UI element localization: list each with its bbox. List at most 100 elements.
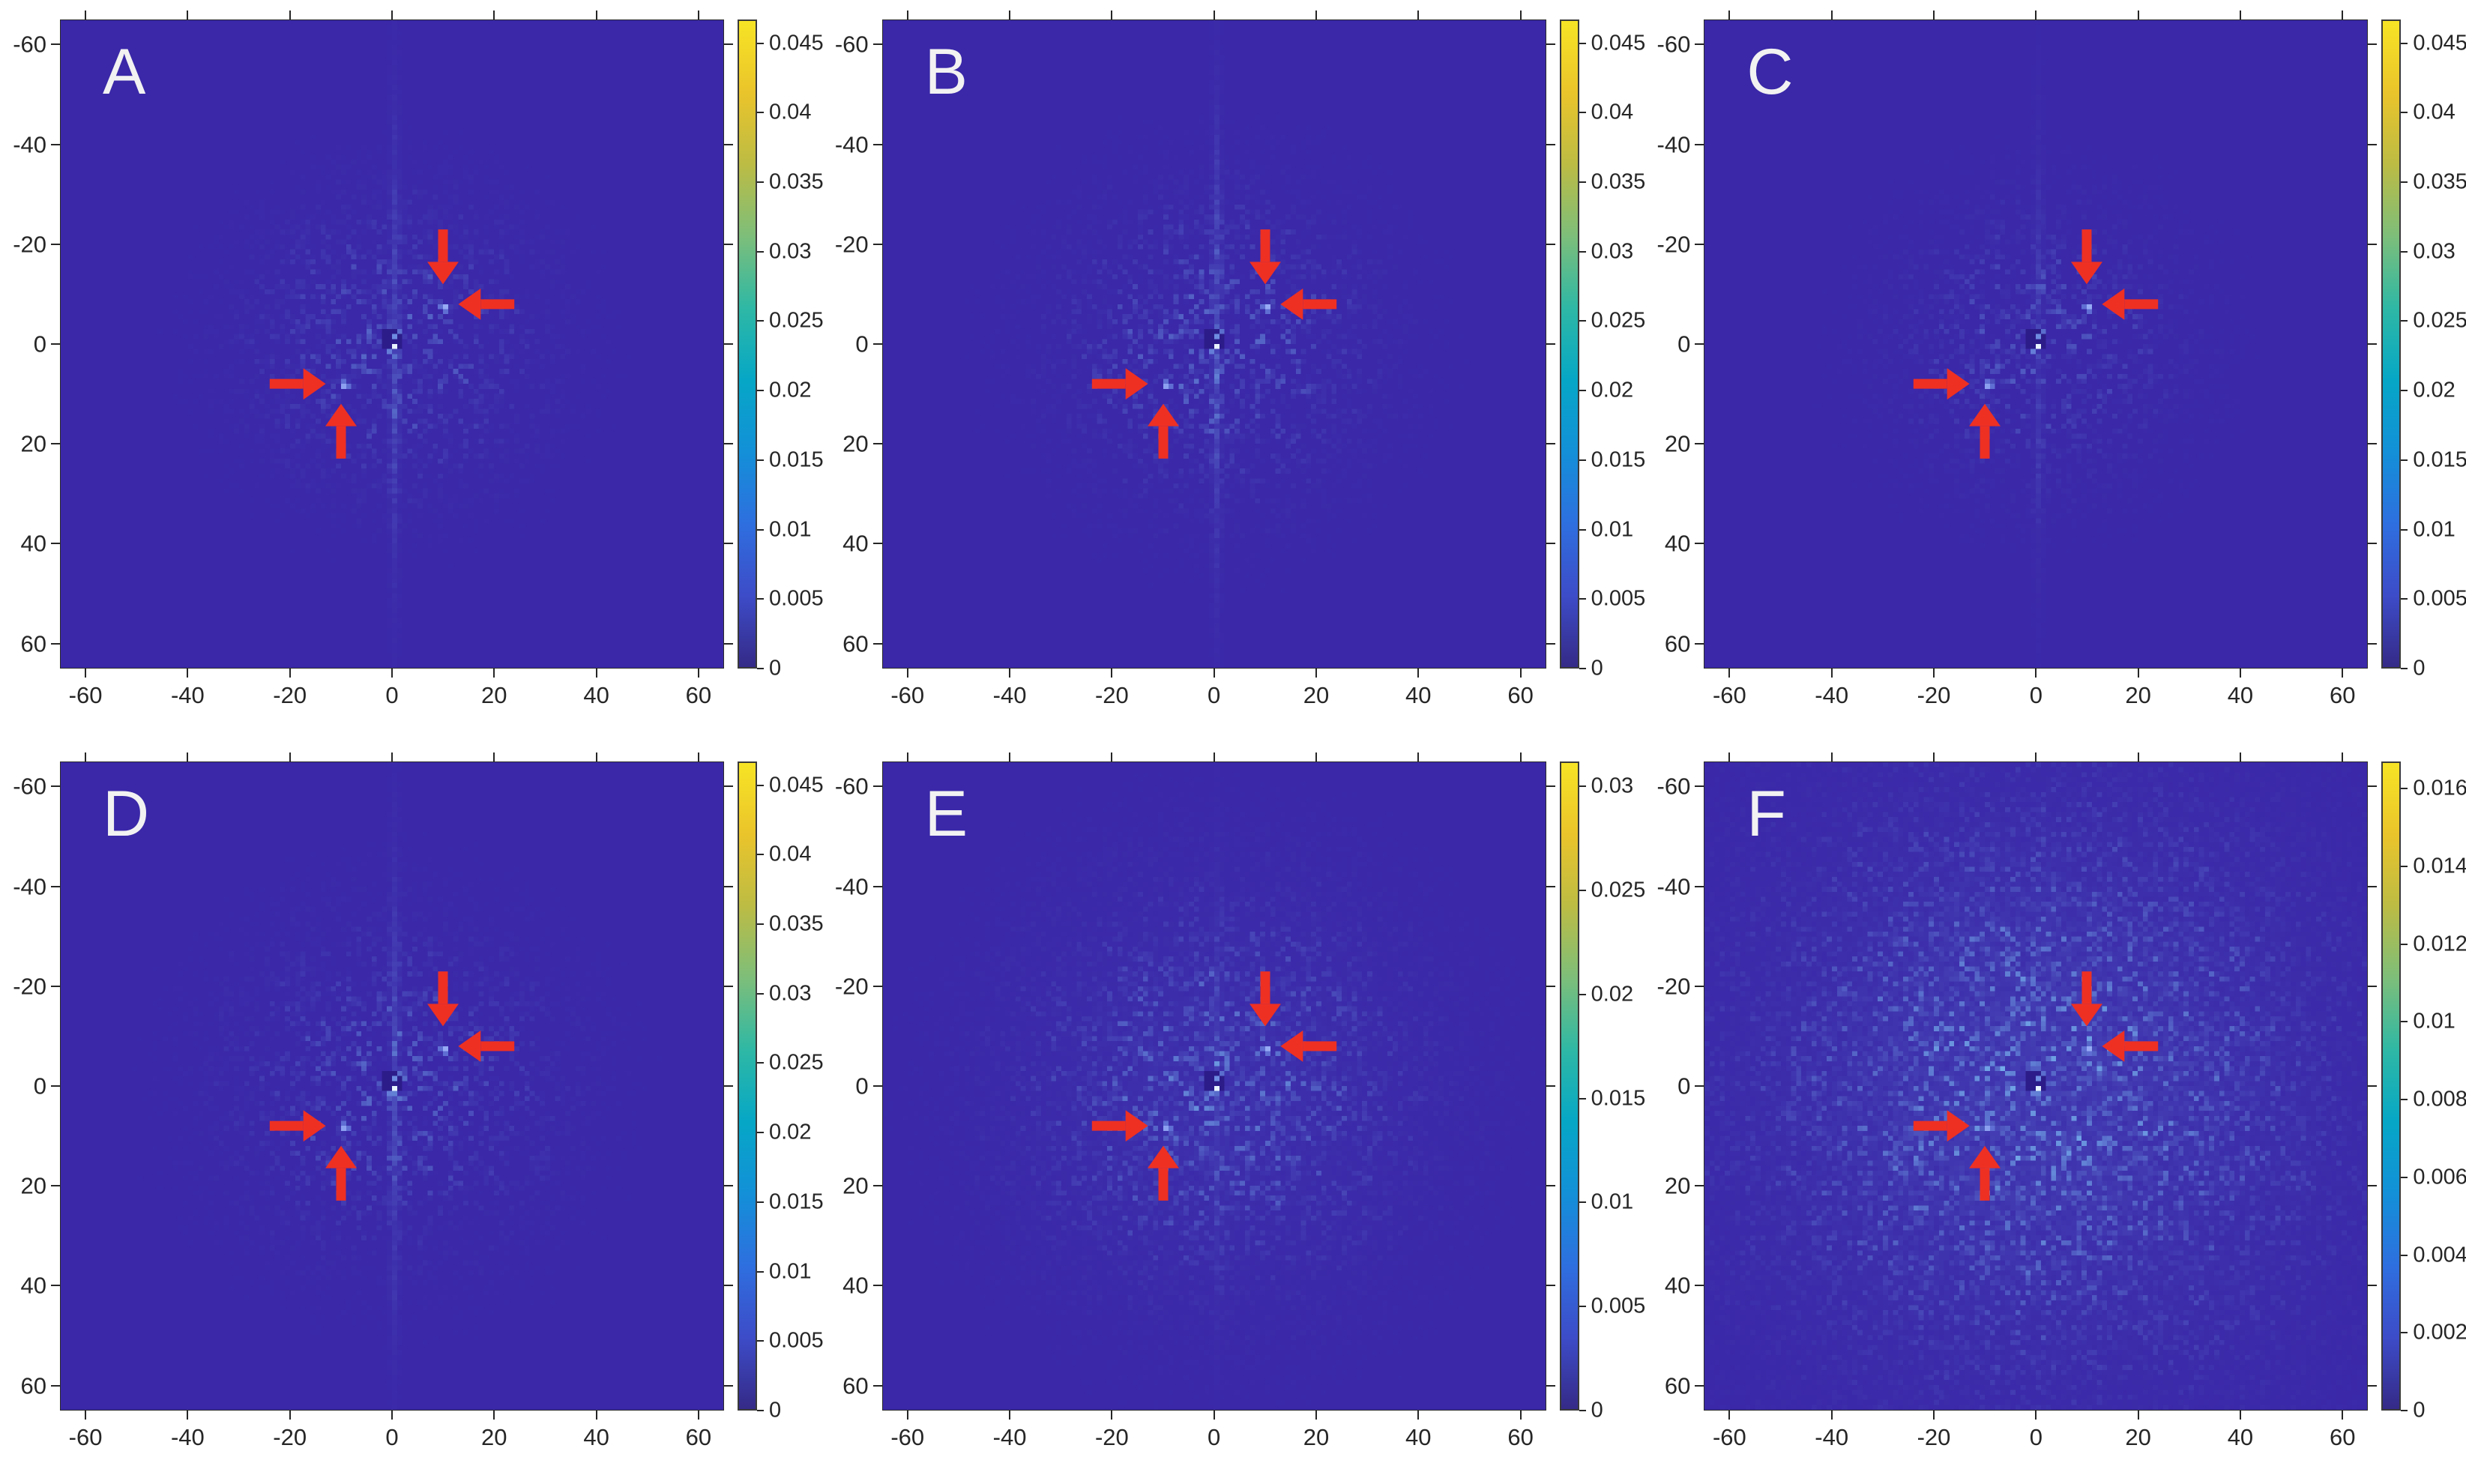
x-tick-mark [2138, 1411, 2139, 1420]
colorbar-tick-label: 0.04 [769, 844, 811, 866]
x-tick-mark-top [1728, 752, 1730, 761]
colorbar-tick-mark [757, 529, 764, 531]
y-tick-mark-right [2368, 1085, 2377, 1087]
colorbar-tick-label: 0.04 [1591, 102, 1633, 124]
y-tick-mark [873, 43, 882, 45]
x-tick-label: 0 [1208, 684, 1220, 707]
y-tick-mark-right [724, 643, 733, 645]
y-tick-label: -20 [822, 974, 869, 998]
colorbar-tick-mark [1579, 785, 1586, 787]
colorbar-tick-mark [757, 598, 764, 600]
x-tick-mark-top [187, 752, 188, 761]
x-tick-mark-top [2035, 752, 2037, 761]
x-tick-mark-top [85, 10, 86, 19]
colorbar-tick-label: 0.03 [1591, 241, 1633, 262]
colorbar-tick-mark [1579, 251, 1586, 253]
colorbar-tick-mark [2401, 320, 2408, 322]
x-tick-mark-top [289, 10, 291, 19]
x-tick-label: -60 [69, 1426, 103, 1449]
colorbar-tick-mark [2401, 251, 2408, 253]
y-tick-mark [51, 43, 60, 45]
colorbar-tick-mark [2401, 1177, 2408, 1178]
colorbar-tick-label: 0.035 [2413, 171, 2466, 193]
y-tick-label: -40 [822, 133, 869, 156]
y-tick-mark-right [1546, 986, 1555, 987]
colorbar-tick-label: 0.015 [1591, 449, 1646, 471]
x-tick-mark-top [1009, 10, 1010, 19]
colorbar-tick-mark [1579, 1201, 1586, 1203]
y-tick-label: -60 [0, 33, 46, 56]
x-tick-mark [596, 669, 597, 678]
colorbar-tick-mark [757, 1132, 764, 1133]
x-tick-mark-top [907, 10, 908, 19]
x-tick-label: -20 [273, 684, 307, 707]
y-tick-mark [1695, 886, 1704, 887]
x-tick-mark-top [1315, 10, 1317, 19]
x-tick-mark [391, 1411, 393, 1420]
x-tick-label: -20 [1917, 1426, 1951, 1449]
colorbar-tick-label: 0 [1591, 658, 1603, 680]
y-tick-mark-right [724, 1085, 733, 1087]
y-tick-mark-right [2368, 785, 2377, 787]
x-tick-mark [1214, 669, 1215, 678]
panel-label: F [1746, 782, 1787, 846]
y-tick-label: 20 [822, 432, 869, 456]
y-tick-mark [51, 886, 60, 887]
x-tick-mark [85, 669, 86, 678]
y-tick-mark-right [1546, 1285, 1555, 1286]
x-tick-mark [2138, 669, 2139, 678]
colorbar-tick-label: 0 [2413, 1400, 2425, 1422]
colorbar-tick-mark [2401, 668, 2408, 669]
colorbar-tick-label: 0.035 [769, 171, 824, 193]
x-tick-label: 60 [686, 1426, 711, 1449]
x-tick-label: -20 [1095, 1426, 1129, 1449]
colorbar-tick-mark [2401, 866, 2408, 867]
x-tick-label: 60 [2330, 684, 2355, 707]
y-tick-mark-right [724, 785, 733, 787]
y-tick-mark-right [2368, 443, 2377, 444]
x-tick-label: 0 [385, 1426, 398, 1449]
y-tick-label: 60 [1644, 632, 1690, 655]
colorbar-tick-label: 0.025 [769, 1052, 824, 1074]
y-tick-mark [51, 1385, 60, 1387]
panel-label: D [103, 782, 150, 846]
x-tick-label: -60 [890, 1426, 924, 1449]
colorbar-tick-mark [757, 668, 764, 669]
x-tick-label: 40 [583, 684, 609, 707]
x-tick-mark-top [391, 10, 393, 19]
colorbar-tick-mark [2401, 112, 2408, 113]
colorbar-tick-mark [1579, 459, 1586, 461]
x-tick-label: -40 [171, 1426, 205, 1449]
x-tick-label: 60 [2330, 1426, 2355, 1449]
colorbar-tick-label: 0.01 [2413, 1011, 2455, 1033]
x-tick-label: -40 [993, 684, 1027, 707]
x-tick-label: -60 [69, 684, 103, 707]
x-tick-mark [85, 1411, 86, 1420]
x-tick-mark [1728, 1411, 1730, 1420]
y-tick-mark [51, 785, 60, 787]
y-tick-label: -40 [1644, 875, 1690, 898]
x-tick-label: 60 [1507, 684, 1533, 707]
x-tick-mark-top [1214, 10, 1215, 19]
x-tick-label: -20 [1095, 684, 1129, 707]
x-tick-label: -20 [273, 1426, 307, 1449]
y-tick-mark-right [724, 1185, 733, 1186]
colorbar-tick-mark [1579, 1306, 1586, 1307]
colorbar-tick-label: 0.015 [769, 1191, 824, 1213]
x-tick-mark [2342, 669, 2343, 678]
heatmap-plot: F [1704, 761, 2368, 1411]
y-tick-mark-right [1546, 1085, 1555, 1087]
colorbar-tick-mark [757, 923, 764, 925]
y-tick-mark-right [1546, 785, 1555, 787]
x-tick-mark [1417, 669, 1419, 678]
y-tick-label: -20 [822, 232, 869, 256]
x-tick-label: 40 [1405, 684, 1431, 707]
y-tick-mark-right [2368, 343, 2377, 345]
colorbar-tick-mark [757, 251, 764, 253]
y-tick-label: -20 [0, 974, 46, 998]
panel-B: B -60 -60 -40 -40 -20 -20 0 0 20 20 40 40 60 60 0 0.005 0… [822, 0, 1644, 742]
y-tick-mark-right [724, 886, 733, 887]
colorbar-tick-mark [1579, 994, 1586, 995]
y-tick-mark [1695, 443, 1704, 444]
colorbar-tick-mark [1579, 1098, 1586, 1100]
